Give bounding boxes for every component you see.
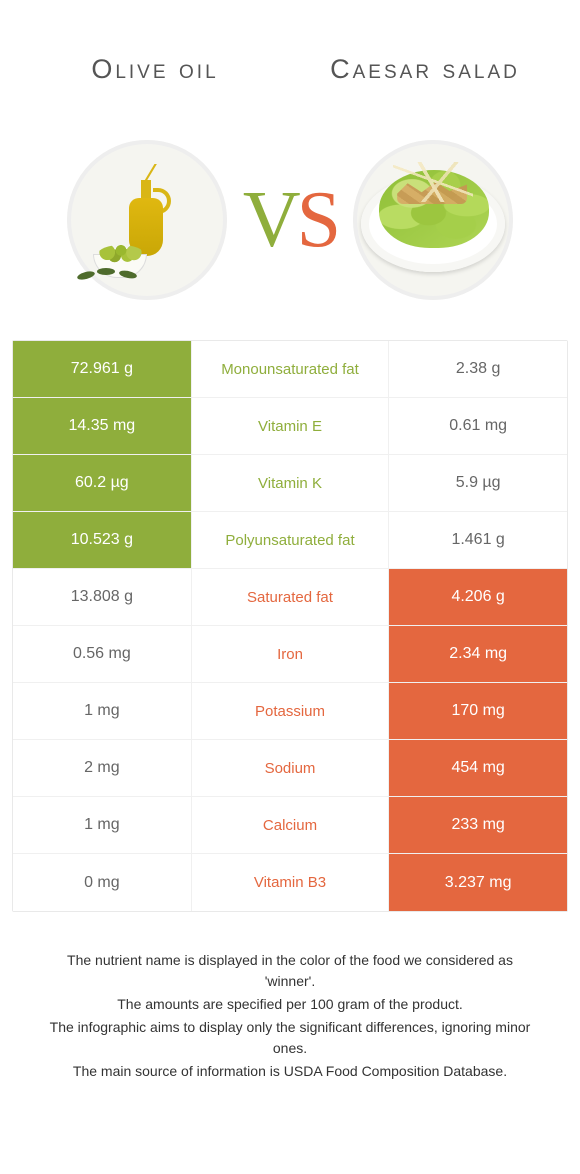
- footnote-line: The main source of information is USDA F…: [40, 1061, 540, 1082]
- right-food-image: [353, 140, 513, 300]
- right-value: 2.38 g: [388, 341, 567, 397]
- footnote-line: The amounts are specified per 100 gram o…: [40, 994, 540, 1015]
- images-row: VS: [0, 120, 580, 330]
- table-row: 14.35 mgVitamin E0.61 mg: [13, 398, 567, 455]
- left-value: 72.961 g: [13, 341, 192, 397]
- table-row: 10.523 gPolyunsaturated fat1.461 g: [13, 512, 567, 569]
- left-value: 10.523 g: [13, 512, 192, 568]
- left-value: 1 mg: [13, 797, 192, 853]
- left-value: 13.808 g: [13, 569, 192, 625]
- left-value: 0 mg: [13, 854, 192, 911]
- left-value: 0.56 mg: [13, 626, 192, 682]
- olive-oil-icon: [125, 158, 167, 256]
- right-food-title: Caesar salad: [325, 53, 525, 85]
- nutrient-name: Iron: [192, 626, 389, 682]
- table-row: 0 mgVitamin B33.237 mg: [13, 854, 567, 911]
- right-value: 2.34 mg: [388, 626, 567, 682]
- table-row: 1 mgPotassium170 mg: [13, 683, 567, 740]
- footnote-line: The infographic aims to display only the…: [40, 1017, 540, 1059]
- footnotes: The nutrient name is displayed in the co…: [40, 950, 540, 1082]
- titles-row: Olive oil Caesar salad: [0, 0, 580, 120]
- right-value: 1.461 g: [388, 512, 567, 568]
- nutrient-name: Polyunsaturated fat: [192, 512, 389, 568]
- nutrient-name: Vitamin K: [192, 455, 389, 511]
- nutrient-name: Potassium: [192, 683, 389, 739]
- table-row: 0.56 mgIron2.34 mg: [13, 626, 567, 683]
- nutrient-name: Saturated fat: [192, 569, 389, 625]
- left-value: 1 mg: [13, 683, 192, 739]
- right-value: 3.237 mg: [388, 854, 567, 911]
- right-value: 233 mg: [388, 797, 567, 853]
- left-value: 2 mg: [13, 740, 192, 796]
- table-row: 1 mgCalcium233 mg: [13, 797, 567, 854]
- left-value: 14.35 mg: [13, 398, 192, 454]
- table-row: 2 mgSodium454 mg: [13, 740, 567, 797]
- nutrient-name: Sodium: [192, 740, 389, 796]
- nutrient-table: 72.961 gMonounsaturated fat2.38 g14.35 m…: [12, 340, 568, 912]
- left-food-title: Olive oil: [55, 53, 255, 85]
- left-food-image: [67, 140, 227, 300]
- table-row: 13.808 gSaturated fat4.206 g: [13, 569, 567, 626]
- vs-v: V: [243, 176, 297, 264]
- left-value: 60.2 µg: [13, 455, 192, 511]
- right-value: 4.206 g: [388, 569, 567, 625]
- right-value: 170 mg: [388, 683, 567, 739]
- right-value: 5.9 µg: [388, 455, 567, 511]
- olive-leaves-icon: [77, 268, 143, 282]
- footnote-line: The nutrient name is displayed in the co…: [40, 950, 540, 992]
- nutrient-name: Vitamin E: [192, 398, 389, 454]
- salad-shreds-icon: [393, 162, 473, 202]
- table-row: 60.2 µgVitamin K5.9 µg: [13, 455, 567, 512]
- nutrient-name: Monounsaturated fat: [192, 341, 389, 397]
- nutrient-name: Calcium: [192, 797, 389, 853]
- nutrient-name: Vitamin B3: [192, 854, 389, 911]
- right-value: 0.61 mg: [388, 398, 567, 454]
- vs-s: S: [297, 176, 338, 264]
- vs-label: VS: [243, 175, 337, 266]
- right-value: 454 mg: [388, 740, 567, 796]
- table-row: 72.961 gMonounsaturated fat2.38 g: [13, 341, 567, 398]
